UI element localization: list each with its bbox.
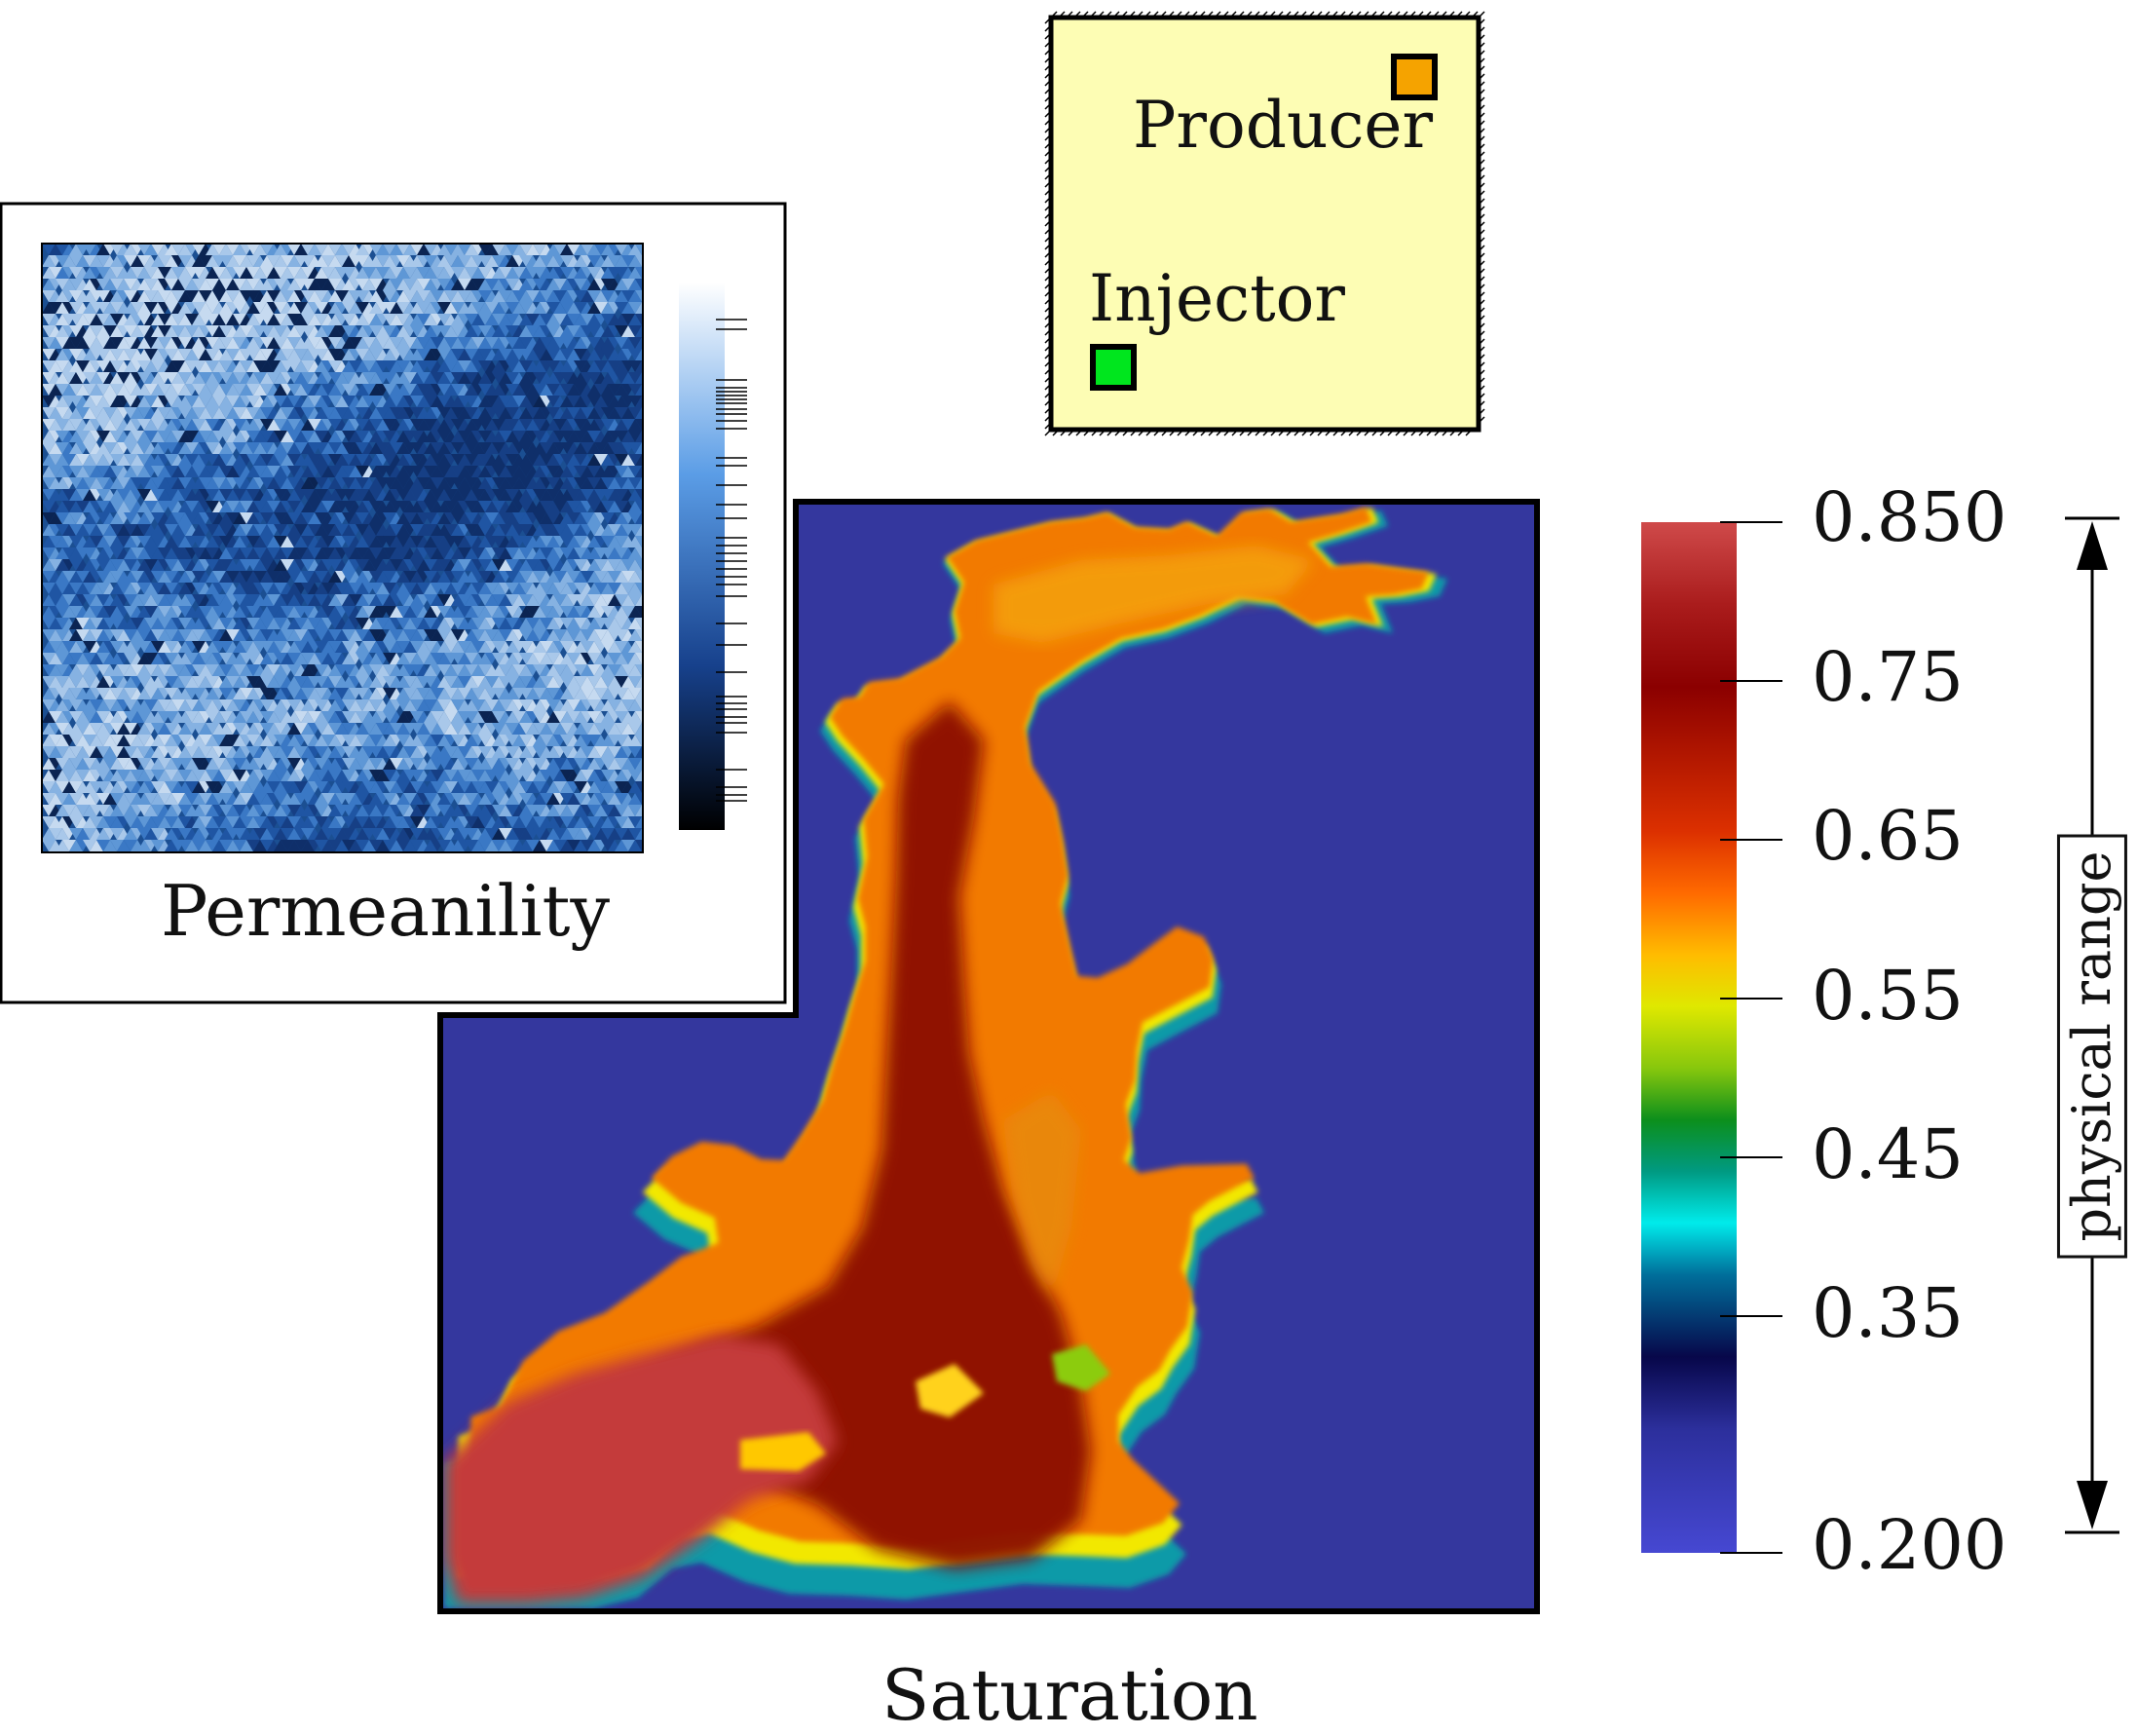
- range-arrow-head-up: [2077, 521, 2108, 570]
- permeability-colorbar: [679, 283, 725, 830]
- saturation-caption: Saturation: [881, 1654, 1258, 1736]
- saturation-colorbar-gradient: [1641, 522, 1737, 1553]
- injector-well-marker: [1093, 347, 1134, 388]
- injector-label: Injector: [1089, 261, 1345, 336]
- well-schematic: [1045, 12, 1484, 435]
- physical-range-label: physical range: [2057, 834, 2127, 1258]
- colorbar-tick-label: 0.45: [1812, 1114, 1964, 1194]
- colorbar-tick-label: 0.55: [1812, 956, 1964, 1036]
- producer-label: Producer: [1133, 88, 1433, 163]
- colorbar-tick-label: 0.850: [1812, 477, 2006, 557]
- colorbar-tick-label: 0.75: [1812, 637, 1964, 717]
- permeability-caption: Permeanility: [161, 870, 610, 952]
- permeability-texture: [42, 244, 662, 863]
- colorbar-tick-label: 0.65: [1812, 796, 1964, 876]
- colorbar-tick-label: 0.35: [1812, 1273, 1964, 1353]
- colorbar-tick-label: 0.200: [1812, 1505, 2006, 1585]
- range-arrow-head-down: [2077, 1481, 2108, 1529]
